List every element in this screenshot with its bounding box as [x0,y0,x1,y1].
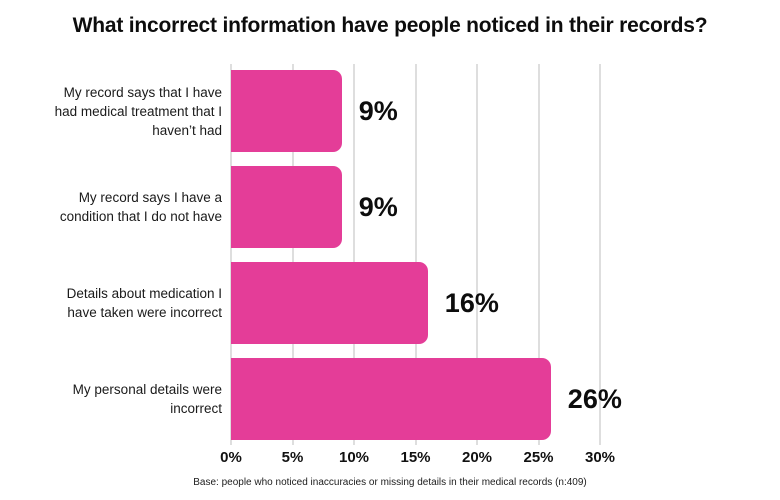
bar [231,358,551,440]
bar [231,262,428,344]
x-axis-tick-label: 25% [523,449,554,466]
x-axis-tick-label: 30% [584,449,616,466]
gridline [291,64,294,445]
category-label: My record says I have a condition that I … [59,190,222,224]
gridline [230,64,232,445]
category-label: My record says that I have had medical tr… [54,84,222,138]
gridline [537,64,540,445]
bar-value-label: 9% [358,95,398,126]
x-axis-tick-label: 0% [220,449,242,466]
category-label: My personal details were incorrect [72,382,222,416]
chart-title: What incorrect information have people n… [72,14,708,37]
base-note: Base: people who noticed inaccuracies or… [193,477,587,488]
gridline [414,64,417,445]
x-axis-tick-label: 15% [400,449,431,466]
bar [231,70,342,152]
gridline [599,64,601,445]
bar-value-label: 16% [444,287,499,318]
gridline [476,64,478,445]
x-axis-tick-label: 5% [281,449,304,466]
bar-value-label: 26% [567,383,622,414]
bar-value-label: 9% [358,191,398,222]
gridline [353,64,355,445]
x-axis-tick-label: 10% [338,449,370,466]
x-axis-tick-label: 20% [461,449,493,466]
bar [231,166,342,248]
